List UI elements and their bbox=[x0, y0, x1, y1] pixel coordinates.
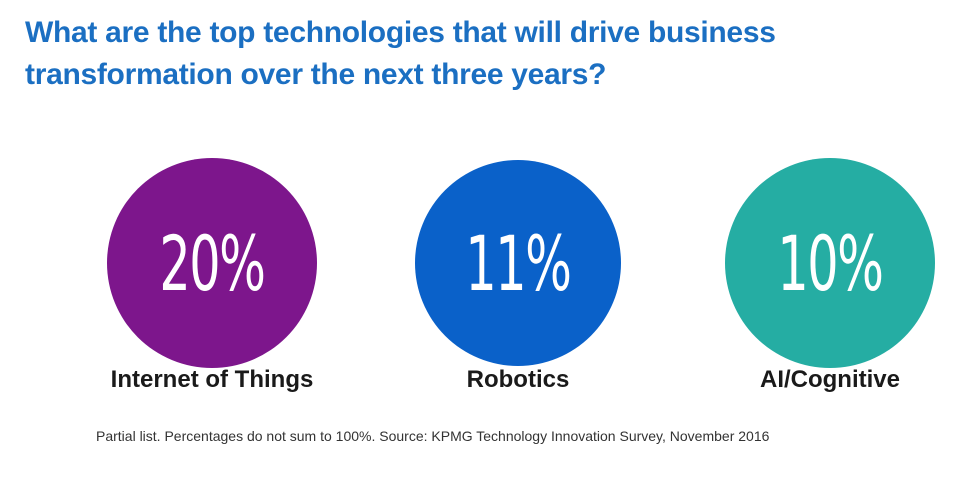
robotics-circle: 11% bbox=[415, 160, 621, 366]
footnote: Partial list. Percentages do not sum to … bbox=[96, 428, 770, 444]
chart-title-line-2: transformation over the next three years… bbox=[25, 58, 607, 91]
ai-value-label: 10% bbox=[777, 218, 884, 308]
chart-title-line-1: What are the top technologies that will … bbox=[25, 16, 776, 49]
iot-value-label: 20% bbox=[159, 218, 266, 308]
iot-circle: 20% bbox=[107, 158, 317, 368]
ai-category-label: AI/Cognitive bbox=[759, 366, 900, 393]
robotics-category-label: Robotics bbox=[466, 366, 570, 393]
robotics-value-label: 11% bbox=[465, 218, 572, 308]
iot-category-label: Internet of Things bbox=[110, 366, 314, 393]
chart-title: What are the top technologies that will … bbox=[25, 12, 955, 96]
ai-circle: 10% bbox=[725, 158, 935, 368]
